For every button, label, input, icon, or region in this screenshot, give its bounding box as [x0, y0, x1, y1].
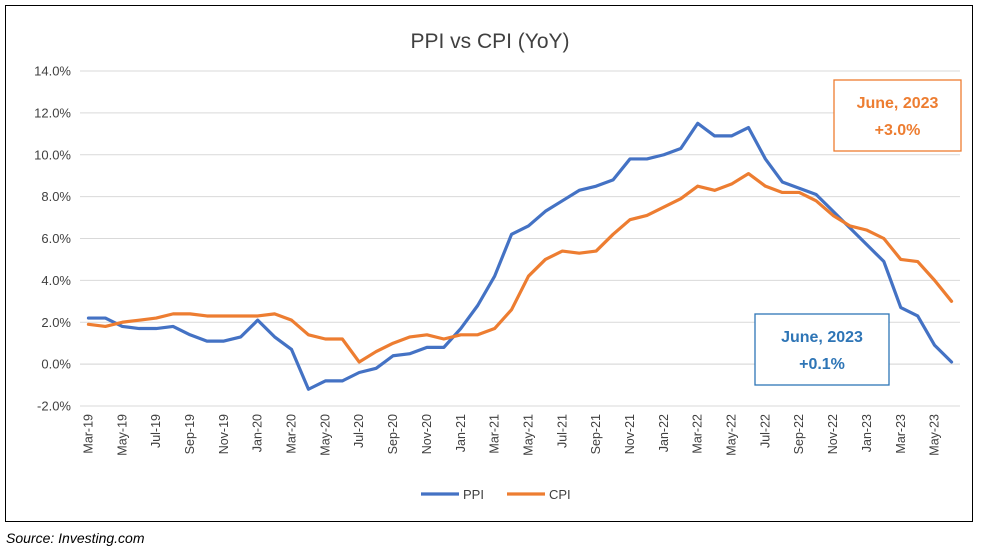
y-tick-label: 14.0%	[34, 64, 71, 79]
series-line-cpi	[86, 171, 954, 364]
x-tick-label: Nov-20	[420, 414, 434, 454]
x-tick-label: Sep-19	[183, 414, 197, 454]
y-tick-label: 0.0%	[41, 357, 71, 372]
x-tick-label: Mar-22	[691, 414, 705, 454]
x-tick-label: Nov-22	[826, 414, 840, 454]
y-tick-label: 8.0%	[41, 189, 71, 204]
x-tick-label: Jul-20	[352, 414, 366, 448]
callout-box-ppi	[754, 313, 890, 386]
x-tick-label: Jul-22	[758, 414, 772, 448]
y-tick-label: 2.0%	[41, 315, 71, 330]
legend-label-cpi: CPI	[549, 487, 571, 502]
x-tick-label: Mar-23	[894, 414, 908, 454]
x-tick-label: May-19	[115, 414, 129, 456]
callout-date-cpi: June, 2023	[857, 95, 939, 112]
chart-title: PPI vs CPI (YoY)	[410, 30, 569, 53]
x-tick-label: Nov-19	[217, 414, 231, 454]
x-tick-label: Sep-22	[792, 414, 806, 454]
callout-box-cpi	[833, 79, 962, 152]
x-tick-label: Jan-21	[454, 414, 468, 452]
x-tick-label: May-22	[725, 414, 739, 456]
x-tick-label: Jan-23	[860, 414, 874, 452]
y-tick-label: 10.0%	[34, 147, 71, 162]
x-tick-label: Mar-19	[81, 414, 95, 454]
legend-label-ppi: PPI	[463, 487, 484, 502]
x-axis-ticks: Mar-19 May-19 Jul-19 Sep-19 Nov-19 Jan-20 Mar-…	[81, 414, 941, 456]
x-tick-label: Sep-20	[386, 414, 400, 454]
series-line-ppi	[86, 121, 954, 391]
x-tick-label: Sep-21	[589, 414, 603, 454]
y-tick-label: -2.0%	[37, 399, 71, 414]
x-tick-label: Jul-19	[149, 414, 163, 448]
x-tick-label: Jan-22	[657, 414, 671, 452]
x-tick-label: Mar-20	[285, 414, 299, 454]
series-lines	[86, 121, 954, 391]
callout-value-ppi: +0.1%	[799, 356, 845, 373]
x-tick-label: Mar-21	[488, 414, 502, 454]
y-tick-label: 12.0%	[34, 105, 71, 120]
chart-frame	[5, 5, 973, 522]
x-tick-label: Jan-20	[251, 414, 265, 452]
x-tick-label: May-20	[318, 414, 332, 456]
legend: PPI CPI	[421, 487, 571, 502]
x-tick-label: Jul-21	[555, 414, 569, 448]
y-tick-label: 4.0%	[41, 273, 71, 288]
source-note: Source: Investing.com	[6, 530, 145, 546]
x-tick-label: Nov-21	[623, 414, 637, 454]
y-tick-label: 6.0%	[41, 231, 71, 246]
x-tick-label: May-23	[928, 414, 942, 456]
callout-value-cpi: +3.0%	[875, 122, 921, 139]
callout-date-ppi: June, 2023	[781, 329, 863, 346]
annotations: June, 2023 +3.0% June, 2023 +0.1%	[754, 79, 962, 386]
x-tick-label: May-21	[521, 414, 535, 456]
y-axis-ticks: 14.0% 12.0% 10.0% 8.0% 6.0% 4.0% 2.0% 0.0% -2.0%	[34, 64, 71, 414]
